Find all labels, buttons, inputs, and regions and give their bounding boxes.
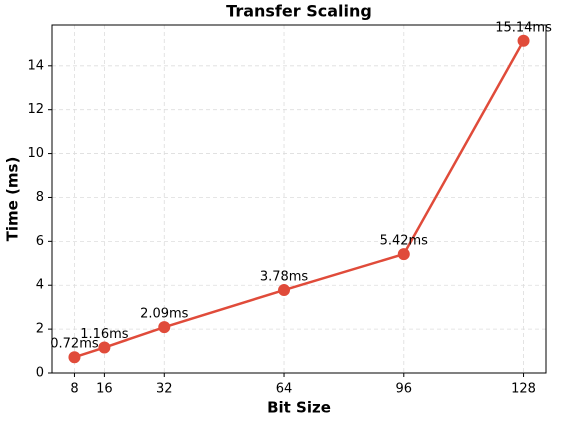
data-label: 2.09ms bbox=[140, 307, 189, 322]
y-tick-label: 10 bbox=[27, 146, 44, 161]
y-tick-label: 12 bbox=[27, 102, 44, 117]
y-tick-label: 2 bbox=[36, 322, 44, 337]
x-tick-label: 8 bbox=[70, 382, 78, 397]
x-tick-label: 96 bbox=[396, 382, 413, 397]
data-label: 5.42ms bbox=[380, 234, 429, 249]
x-tick-label: 128 bbox=[511, 382, 536, 397]
x-axis-label: Bit Size bbox=[267, 399, 331, 417]
data-label: 0.72ms bbox=[50, 337, 99, 352]
data-point bbox=[158, 321, 171, 334]
y-tick-label: 0 bbox=[36, 366, 44, 381]
data-point bbox=[517, 34, 530, 47]
x-tick-label: 64 bbox=[276, 382, 293, 397]
x-tick-label: 16 bbox=[96, 382, 113, 397]
data-point bbox=[397, 248, 410, 261]
data-label: 3.78ms bbox=[260, 270, 309, 285]
data-label: 1.16ms bbox=[80, 327, 129, 342]
chart-title: Transfer Scaling bbox=[226, 2, 372, 21]
data-point bbox=[68, 351, 81, 364]
plot-frame bbox=[51, 24, 547, 374]
x-tick-label: 32 bbox=[156, 382, 173, 397]
y-tick-label: 14 bbox=[27, 58, 44, 73]
y-tick-label: 6 bbox=[36, 234, 44, 249]
data-point bbox=[98, 341, 111, 354]
y-tick-label: 4 bbox=[36, 278, 44, 293]
y-tick-label: 8 bbox=[36, 190, 44, 205]
data-point bbox=[278, 284, 291, 297]
data-label: 15.14ms bbox=[495, 20, 552, 35]
y-axis-label: Time (ms) bbox=[4, 157, 22, 242]
